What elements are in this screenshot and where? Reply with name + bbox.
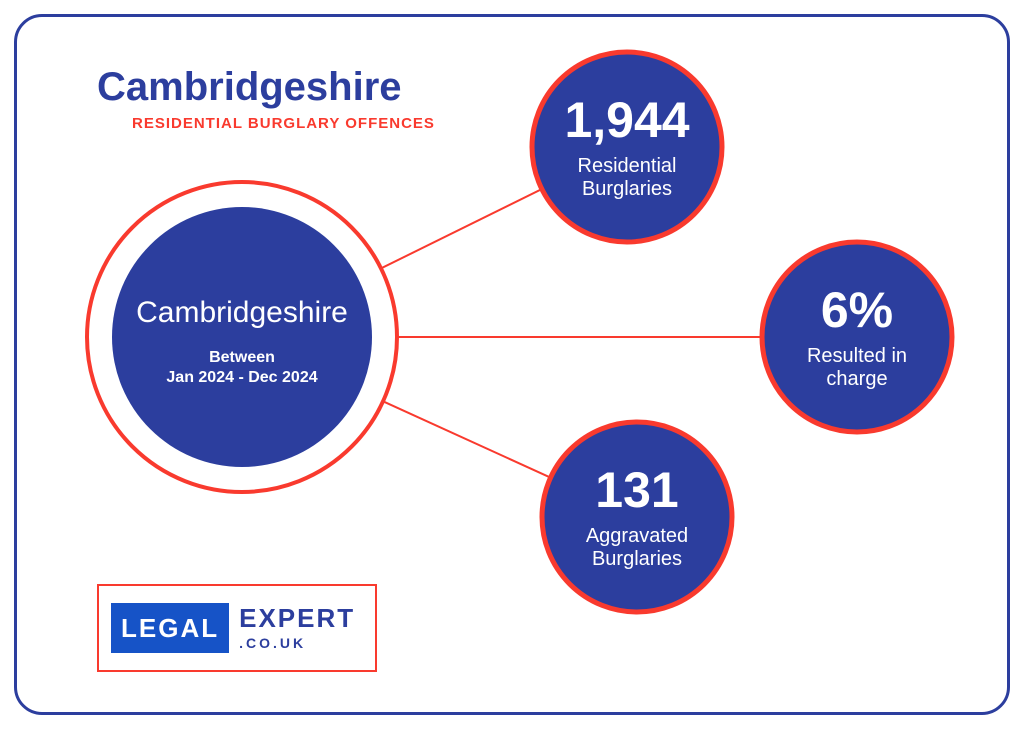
infographic-card: Cambridgeshire RESIDENTIAL BURGLARY OFFE… bbox=[14, 14, 1010, 715]
logo-right-block: EXPERT .CO.UK bbox=[229, 605, 355, 651]
main-circle-title: Cambridgeshire bbox=[136, 296, 348, 329]
main-circle-subtitle-1: Between bbox=[209, 349, 275, 366]
stat-label1-aggravated-burglaries: Aggravated bbox=[586, 525, 688, 547]
stat-value-residential-burglaries: 1,944 bbox=[564, 92, 689, 148]
stat-label2-residential-burglaries: Burglaries bbox=[582, 178, 672, 200]
stat-value-aggravated-burglaries: 131 bbox=[595, 462, 678, 518]
logo-domain-text: .CO.UK bbox=[239, 635, 306, 651]
stat-label1-residential-burglaries: Residential bbox=[578, 155, 677, 177]
stat-label2-resulted-in-charge: charge bbox=[826, 368, 887, 390]
stat-label1-resulted-in-charge: Resulted in bbox=[807, 345, 907, 367]
main-circle-subtitle-2: Jan 2024 - Dec 2024 bbox=[166, 369, 317, 386]
main-circle-fill bbox=[112, 207, 372, 467]
stat-value-resulted-in-charge: 6% bbox=[821, 282, 893, 338]
logo-expert-text: EXPERT bbox=[239, 605, 355, 631]
logo-left-block: LEGAL bbox=[111, 603, 229, 653]
stat-label2-aggravated-burglaries: Burglaries bbox=[592, 548, 682, 570]
logo: LEGAL EXPERT .CO.UK bbox=[97, 584, 377, 672]
